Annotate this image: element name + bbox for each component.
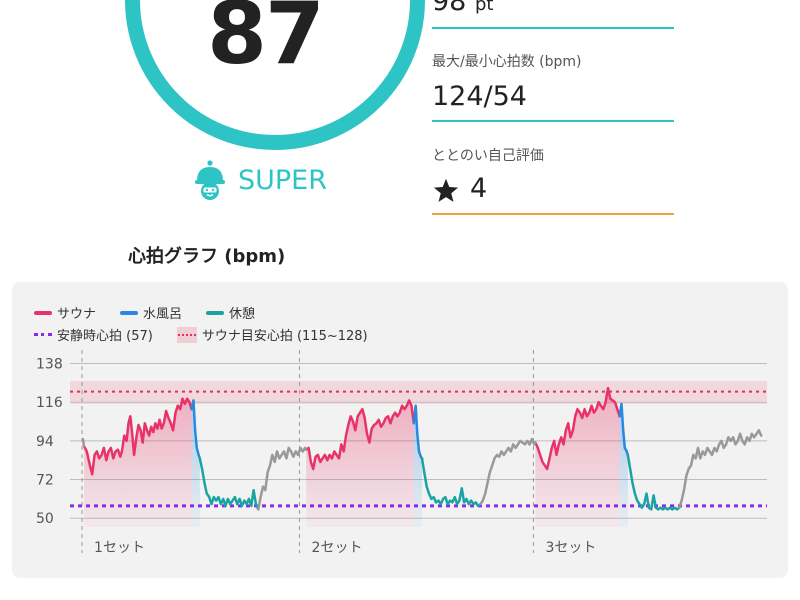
- legend-cold-bath: 水風呂: [120, 303, 182, 322]
- series-line-4-2: [257, 446, 308, 511]
- heart-rate-chart: 138 116 94 72 50 1セット 2セット 3セット: [36, 350, 767, 556]
- y-tick-label-4: 50: [36, 511, 54, 527]
- points-underline: [432, 27, 674, 29]
- points-value-row: 98 pt: [432, 0, 493, 17]
- legend-rest-swatch: [206, 310, 225, 315]
- series-area-1-3: [535, 388, 620, 527]
- sauna-target-band: [70, 381, 767, 404]
- points-value: 98: [432, 0, 467, 17]
- self-eval-label: ととのい自己評価: [432, 148, 544, 164]
- series-line-4-3: [479, 437, 537, 506]
- legend-rest: 休憩: [206, 303, 255, 322]
- star-icon: [433, 178, 459, 202]
- chart-section-title: 心拍グラフ (bpm): [128, 246, 286, 267]
- set-label-2: 2セット: [312, 540, 363, 556]
- series-line-3-3: [626, 453, 681, 511]
- series-line-2-2: [412, 404, 424, 460]
- series-line-2-3: [618, 402, 630, 457]
- legend-resting-hr: 安静時心拍 (57): [34, 325, 153, 344]
- series-line-1-2: [304, 399, 416, 471]
- rank-label: SUPER: [238, 164, 328, 196]
- series-line-1-1: [82, 397, 193, 476]
- self-eval-underline: [432, 213, 674, 215]
- series-area-2-2: [413, 405, 423, 527]
- self-eval-row: 4: [432, 173, 674, 209]
- self-eval-value: 4: [470, 173, 488, 204]
- series-line-3-1: [198, 457, 260, 511]
- set-label-3: 3セット: [545, 540, 596, 556]
- y-tick-label-2: 94: [36, 434, 54, 450]
- bell-person-icon: [195, 160, 225, 200]
- y-tick-label-0: 138: [36, 357, 63, 373]
- series-line-1-3: [534, 386, 621, 471]
- legend-sauna: サウナ: [34, 303, 96, 322]
- legend-cold-bath-label: 水風呂: [143, 307, 183, 322]
- set-label-1: 1セット: [94, 540, 145, 556]
- series-line-4-4: [678, 429, 763, 509]
- legend-row-references: 安静時心拍 (57) サウナ目安心拍 (115~128): [34, 325, 382, 344]
- legend-sauna-target-swatch: [176, 326, 197, 343]
- series-area-1-2: [306, 400, 414, 527]
- y-tick-label-3: 72: [36, 473, 54, 489]
- legend-sauna-swatch: [34, 310, 52, 315]
- series-line-2-1: [190, 399, 202, 460]
- points-unit: pt: [474, 0, 494, 15]
- legend-sauna-target-label: サウナ目安心拍 (115~128): [201, 329, 368, 344]
- series-area-2-3: [619, 403, 628, 527]
- legend-resting-hr-label: 安静時心拍 (57): [57, 329, 153, 344]
- rank-badge: SUPER: [192, 158, 327, 202]
- heart-rate-chart-card: サウナ 水風呂 休憩 安静時心拍 (57) サウナ目安心拍 (115~128) …: [12, 282, 788, 578]
- series-area-2-1: [191, 400, 200, 527]
- legend-cold-bath-swatch: [120, 310, 139, 315]
- series-line-4-1: [81, 437, 86, 448]
- legend-rest-label: 休憩: [229, 307, 256, 322]
- y-tick-label-1: 116: [36, 395, 63, 411]
- heart-rate-label: 最大/最小心拍数 (bpm): [432, 54, 582, 70]
- legend-row-phases: サウナ 水風呂 休憩: [34, 303, 269, 322]
- legend-resting-hr-swatch: [34, 333, 52, 336]
- heart-rate-value: 124/54: [432, 81, 527, 112]
- series-line-3-2: [420, 457, 482, 508]
- legend-sauna-label: サウナ: [57, 307, 97, 322]
- legend-sauna-target: サウナ目安心拍 (115~128): [176, 325, 368, 344]
- series-area-1-1: [84, 398, 192, 527]
- score-value: 87: [207, 0, 325, 84]
- heart-rate-underline: [432, 120, 674, 122]
